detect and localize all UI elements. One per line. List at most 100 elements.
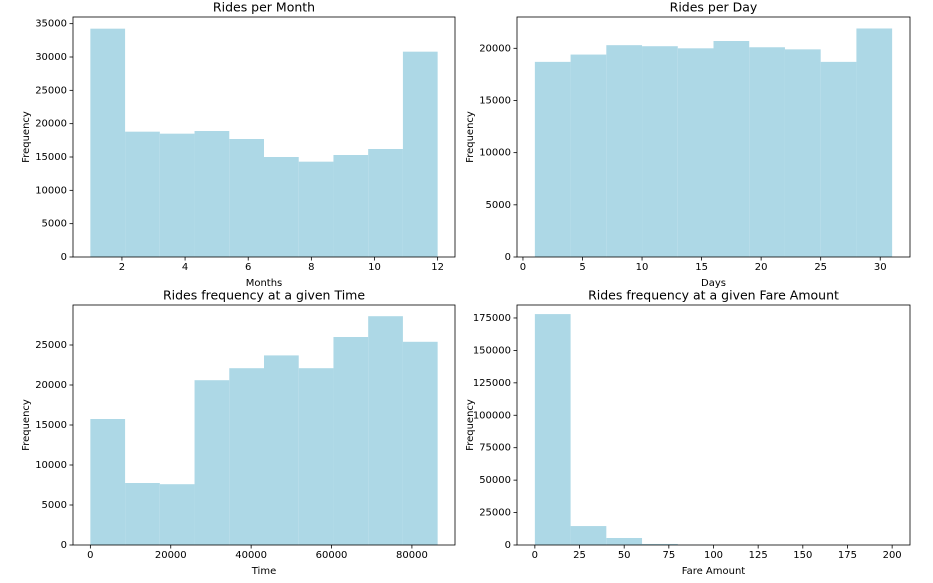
x-tick-label: 6 <box>245 262 251 273</box>
x-tick-label: 0 <box>532 550 538 561</box>
y-tick-label: 25000 <box>479 508 511 519</box>
x-tick-label: 175 <box>838 550 857 561</box>
x-tick-label: 20000 <box>155 550 187 561</box>
x-tick-label: 2 <box>119 262 125 273</box>
plot-frame <box>516 304 911 546</box>
bar <box>125 483 160 545</box>
y-tick-label: 5000 <box>486 200 511 211</box>
y-tick-label: 5000 <box>42 500 67 511</box>
y-tick-label: 15000 <box>35 420 67 431</box>
bar <box>229 139 264 257</box>
bar <box>402 341 438 545</box>
y-tick-label: 20000 <box>479 43 511 54</box>
plot-frame <box>72 16 456 258</box>
bar <box>534 61 571 257</box>
x-tick-label: 0 <box>520 262 526 273</box>
x-axis-label: Days <box>701 278 726 289</box>
y-axis-label: Frequency <box>465 111 476 163</box>
chart-title: Rides frequency at a given Fare Amount <box>588 288 839 303</box>
bar <box>298 161 334 257</box>
bar <box>333 337 369 545</box>
x-tick-label: 50 <box>618 550 631 561</box>
x-tick-label: 12 <box>431 262 444 273</box>
x-tick-label: 25 <box>814 262 827 273</box>
x-tick-label: 8 <box>308 262 314 273</box>
bar <box>90 419 126 545</box>
bar <box>570 526 607 545</box>
y-tick-label: 30000 <box>35 52 67 63</box>
x-tick-label: 5 <box>579 262 585 273</box>
x-tick-label: 10 <box>368 262 381 273</box>
bar <box>194 131 230 257</box>
y-tick-label: 15000 <box>479 95 511 106</box>
bar <box>159 133 195 257</box>
bar <box>333 155 369 257</box>
y-tick-label: 10000 <box>35 460 67 471</box>
x-tick-label: 10 <box>636 262 649 273</box>
y-axis-label: Frequency <box>21 111 32 163</box>
bar <box>820 61 857 257</box>
bar <box>264 355 299 545</box>
x-axis-label: Time <box>251 566 276 577</box>
y-tick-label: 0 <box>505 252 511 263</box>
x-axis-label: Fare Amount <box>682 566 746 577</box>
y-tick-label: 35000 <box>35 19 67 30</box>
x-tick-label: 20 <box>755 262 768 273</box>
bar <box>90 28 126 257</box>
y-axis-label: Frequency <box>465 399 476 451</box>
bar <box>784 49 821 257</box>
x-axis-label: Months <box>246 278 283 289</box>
y-tick-label: 150000 <box>473 345 511 356</box>
y-tick-label: 175000 <box>473 313 511 324</box>
x-tick-label: 30 <box>874 262 887 273</box>
y-tick-label: 10000 <box>479 148 511 159</box>
plot-frame <box>516 16 911 258</box>
chart-title: Rides frequency at a given Time <box>163 288 365 303</box>
bar <box>606 537 643 545</box>
bar <box>125 131 160 257</box>
bar <box>642 46 678 257</box>
bar <box>194 380 230 545</box>
y-tick-label: 25000 <box>35 85 67 96</box>
x-tick-label: 15 <box>695 262 708 273</box>
y-axis-label: Frequency <box>21 399 32 451</box>
bar <box>368 149 403 257</box>
y-tick-label: 10000 <box>35 185 67 196</box>
y-tick-label: 125000 <box>473 378 511 389</box>
bar <box>229 368 264 545</box>
y-tick-label: 75000 <box>479 443 511 454</box>
x-tick-label: 150 <box>793 550 812 561</box>
bar <box>298 368 334 545</box>
y-tick-label: 50000 <box>479 475 511 486</box>
bar <box>677 48 714 257</box>
bar <box>402 51 438 257</box>
x-tick-label: 40000 <box>235 550 267 561</box>
bar <box>606 45 643 257</box>
chart-title: Rides per Day <box>670 0 758 15</box>
bar <box>749 47 785 258</box>
y-tick-label: 5000 <box>42 219 67 230</box>
x-tick-label: 125 <box>749 550 768 561</box>
y-tick-label: 20000 <box>35 119 67 130</box>
y-tick-label: 0 <box>61 252 67 263</box>
x-tick-label: 75 <box>662 550 675 561</box>
bar <box>368 316 403 545</box>
y-tick-label: 20000 <box>35 380 67 391</box>
y-tick-label: 0 <box>505 540 511 551</box>
bar <box>856 28 893 258</box>
x-tick-label: 4 <box>182 262 188 273</box>
bar <box>534 314 571 545</box>
y-tick-label: 15000 <box>35 152 67 163</box>
chart-title: Rides per Month <box>213 0 315 15</box>
x-tick-label: 0 <box>87 550 93 561</box>
bar <box>713 41 750 257</box>
y-tick-label: 0 <box>61 540 67 551</box>
bar <box>264 157 299 257</box>
bar <box>642 543 678 545</box>
x-tick-label: 100 <box>704 550 723 561</box>
y-tick-label: 25000 <box>35 340 67 351</box>
x-tick-label: 200 <box>883 550 902 561</box>
bar <box>159 484 195 545</box>
y-tick-label: 100000 <box>473 410 511 421</box>
